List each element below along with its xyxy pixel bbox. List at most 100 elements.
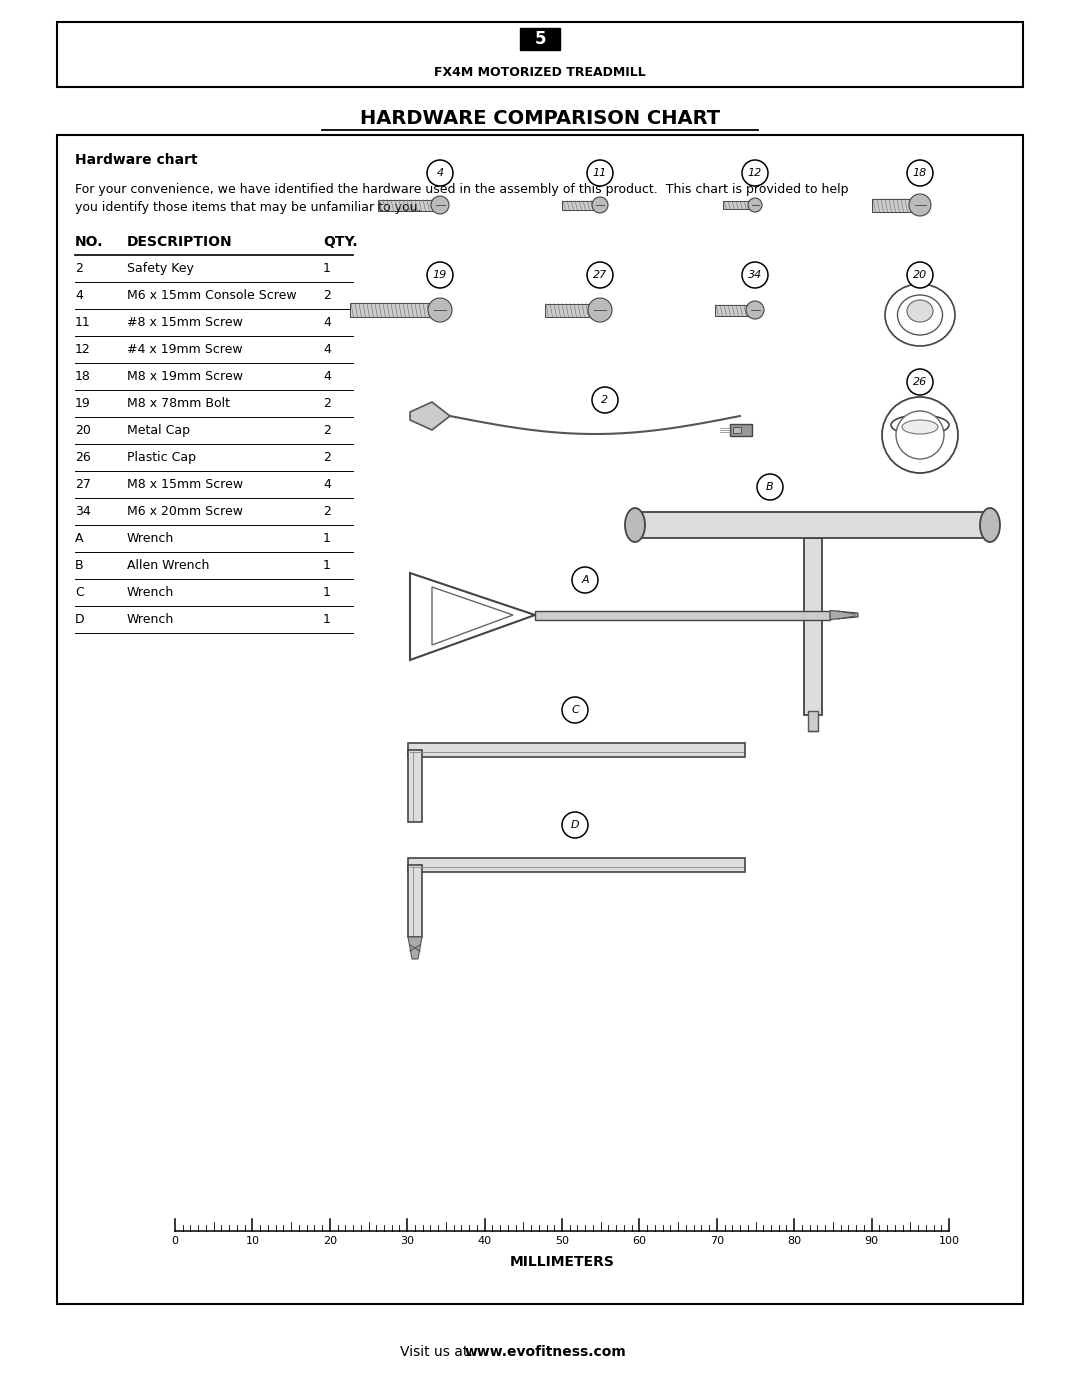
Text: C: C: [571, 705, 579, 715]
Text: NO.: NO.: [75, 235, 104, 249]
Text: 20: 20: [75, 425, 91, 437]
Text: 1: 1: [323, 585, 330, 599]
Text: 27: 27: [75, 478, 91, 490]
Text: 18: 18: [75, 370, 91, 383]
Text: 0: 0: [172, 1236, 178, 1246]
Text: A: A: [75, 532, 83, 545]
Text: Hardware chart: Hardware chart: [75, 154, 198, 168]
Text: 4: 4: [323, 344, 330, 356]
Text: FX4M MOTORIZED TREADMILL: FX4M MOTORIZED TREADMILL: [434, 67, 646, 80]
Bar: [408, 858, 745, 872]
Text: M8 x 15mm Screw: M8 x 15mm Screw: [127, 478, 243, 490]
Circle shape: [907, 369, 933, 395]
Ellipse shape: [980, 509, 1000, 542]
Text: 2: 2: [323, 397, 330, 409]
Text: 20: 20: [323, 1236, 337, 1246]
Text: DESCRIPTION: DESCRIPTION: [127, 235, 232, 249]
Text: 26: 26: [75, 451, 91, 464]
Text: M6 x 15mm Console Screw: M6 x 15mm Console Screw: [127, 289, 297, 302]
Text: you identify those items that may be unfamiliar to you.: you identify those items that may be unf…: [75, 201, 421, 215]
Text: 12: 12: [747, 168, 762, 177]
Text: C: C: [75, 585, 84, 599]
Circle shape: [592, 197, 608, 212]
Text: Wrench: Wrench: [127, 585, 174, 599]
Ellipse shape: [897, 295, 943, 335]
Text: 19: 19: [75, 397, 91, 409]
Text: 70: 70: [710, 1236, 724, 1246]
Text: MILLIMETERS: MILLIMETERS: [510, 1255, 615, 1268]
Text: #8 x 15mm Screw: #8 x 15mm Screw: [127, 316, 243, 330]
Text: 34: 34: [75, 504, 91, 518]
Text: 50: 50: [555, 1236, 569, 1246]
Bar: [715, 305, 755, 316]
Bar: [730, 425, 752, 436]
Text: M6 x 20mm Screw: M6 x 20mm Screw: [127, 504, 243, 518]
Circle shape: [909, 194, 931, 217]
Text: 4: 4: [75, 289, 83, 302]
Text: 1: 1: [323, 263, 330, 275]
Text: 30: 30: [401, 1236, 415, 1246]
Bar: [57, 22, 1023, 87]
Text: 1: 1: [323, 532, 330, 545]
Text: 2: 2: [323, 425, 330, 437]
Text: 26: 26: [913, 377, 927, 387]
Circle shape: [907, 263, 933, 288]
Circle shape: [562, 697, 588, 724]
Bar: [545, 303, 600, 317]
Text: For your convenience, we have identified the hardware used in the assembly of th: For your convenience, we have identified…: [75, 183, 849, 197]
Text: 5: 5: [535, 29, 545, 47]
Text: 19: 19: [433, 270, 447, 279]
Circle shape: [757, 474, 783, 500]
Text: HARDWARE COMPARISON CHART: HARDWARE COMPARISON CHART: [360, 109, 720, 129]
Text: 1: 1: [323, 559, 330, 571]
Text: A: A: [581, 576, 589, 585]
Bar: [808, 711, 818, 731]
Text: 34: 34: [747, 270, 762, 279]
Circle shape: [746, 300, 764, 319]
Bar: [635, 511, 990, 538]
Text: 27: 27: [593, 270, 607, 279]
Circle shape: [572, 567, 598, 592]
Bar: [408, 750, 422, 821]
Circle shape: [427, 161, 453, 186]
Bar: [350, 303, 440, 317]
Circle shape: [748, 198, 762, 212]
Bar: [57, 136, 1023, 1303]
Text: Plastic Cap: Plastic Cap: [127, 451, 195, 464]
Circle shape: [428, 298, 453, 321]
Text: D: D: [570, 820, 579, 830]
Circle shape: [588, 298, 612, 321]
Circle shape: [907, 161, 933, 186]
Bar: [562, 201, 600, 210]
Text: QTY.: QTY.: [323, 235, 357, 249]
Circle shape: [588, 161, 613, 186]
Text: Allen Wrench: Allen Wrench: [127, 559, 210, 571]
Text: 12: 12: [75, 344, 91, 356]
Text: 2: 2: [323, 289, 330, 302]
Polygon shape: [831, 610, 858, 619]
Text: 10: 10: [245, 1236, 259, 1246]
Circle shape: [742, 161, 768, 186]
Text: 40: 40: [477, 1236, 491, 1246]
Bar: [804, 538, 822, 715]
Ellipse shape: [902, 420, 939, 434]
Ellipse shape: [891, 415, 949, 434]
Bar: [723, 201, 755, 210]
Circle shape: [431, 196, 449, 214]
Text: www.evofitness.com: www.evofitness.com: [465, 1345, 626, 1359]
Ellipse shape: [885, 284, 955, 346]
Text: 2: 2: [75, 263, 83, 275]
Bar: [535, 610, 831, 619]
Text: 2: 2: [323, 504, 330, 518]
Text: Visit us at:: Visit us at:: [400, 1345, 477, 1359]
Text: Wrench: Wrench: [127, 532, 174, 545]
Text: Wrench: Wrench: [127, 613, 174, 626]
Text: 80: 80: [787, 1236, 801, 1246]
Text: B: B: [766, 482, 773, 492]
Text: 2: 2: [602, 395, 608, 405]
Text: 60: 60: [633, 1236, 647, 1246]
Text: 20: 20: [913, 270, 927, 279]
Text: 18: 18: [913, 168, 927, 177]
Text: Safety Key: Safety Key: [127, 263, 194, 275]
Text: 2: 2: [323, 451, 330, 464]
